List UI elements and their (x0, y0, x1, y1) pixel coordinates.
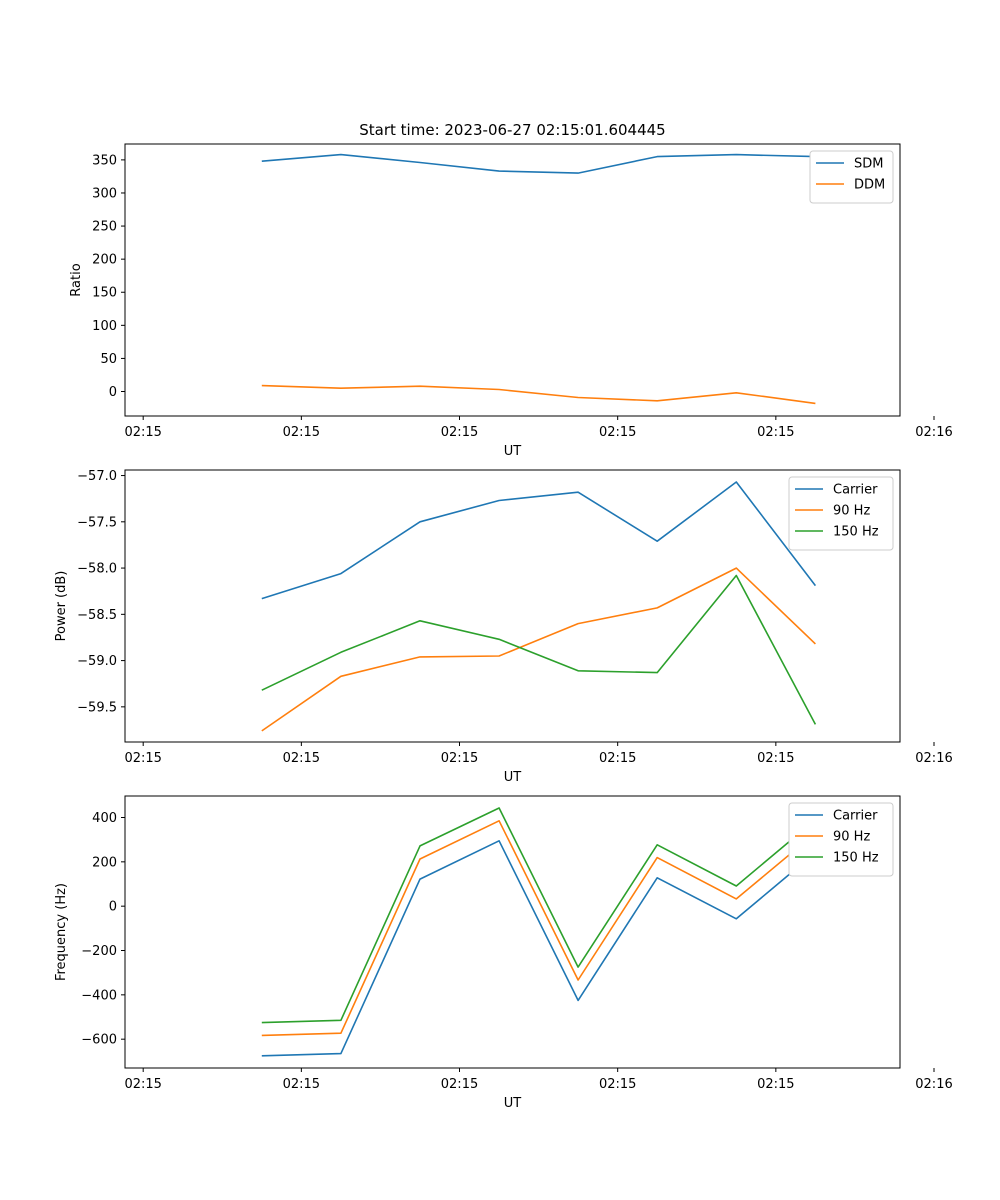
x-tick-label: 02:15 (599, 425, 636, 440)
x-tick-label: 02:15 (124, 751, 161, 766)
y-tick-label: −58.0 (77, 562, 117, 577)
x-axis-label: UT (504, 770, 522, 785)
x-tick-label: 02:16 (915, 1077, 952, 1092)
y-tick-label: 250 (92, 220, 117, 235)
legend-entry: 150 Hz (833, 525, 879, 540)
chart-title: Start time: 2023-06-27 02:15:01.604445 (359, 121, 665, 139)
y-tick-label: 150 (92, 286, 117, 301)
y-tick-label: −58.5 (77, 608, 117, 623)
legend-entry: 150 Hz (833, 851, 879, 866)
x-tick-label: 02:15 (757, 1077, 794, 1092)
y-tick-label: −57.5 (77, 515, 117, 530)
series-line-90-hz (261, 819, 816, 1037)
y-tick-label: 400 (92, 811, 117, 826)
y-tick-label: 50 (100, 352, 117, 367)
x-tick-label: 02:15 (599, 1077, 636, 1092)
plot-frame (124, 469, 901, 743)
x-tick-label: 02:16 (915, 751, 952, 766)
series-line-90-hz (261, 567, 816, 732)
legend-entry: SDM (854, 157, 883, 172)
y-tick-label: −200 (81, 944, 117, 959)
x-tick-label: 02:15 (283, 1077, 320, 1092)
y-tick-label: 0 (109, 385, 117, 400)
y-axis-label: Frequency (Hz) (54, 883, 69, 981)
y-tick-label: −57.0 (77, 469, 117, 484)
legend-box (809, 150, 894, 204)
x-tick-label: 02:15 (599, 751, 636, 766)
x-tick-label: 02:15 (441, 751, 478, 766)
x-tick-label: 02:15 (757, 425, 794, 440)
y-tick-label: 300 (92, 186, 117, 201)
legend: SDM DDM (809, 150, 894, 204)
legend-entry: 90 Hz (833, 830, 870, 845)
x-axis-label: UT (504, 444, 522, 459)
x-tick-label: 02:15 (757, 751, 794, 766)
series-line-carrier (261, 481, 817, 600)
x-tick-label: 02:16 (915, 425, 952, 440)
y-axis-label: Ratio (69, 263, 84, 296)
series-line-sdm (261, 153, 816, 174)
chart-panel-2: 02:15 02:15 02:15 02:15 02:15 02:16 −59.5 −59.0… (54, 469, 953, 785)
y-tick-label: 200 (92, 253, 117, 268)
series-line-carrier (261, 839, 816, 1057)
y-tick-label: −400 (81, 988, 117, 1003)
x-axis-label: UT (504, 1096, 522, 1111)
legend: Carrier 90 Hz 150 Hz (788, 476, 894, 551)
y-tick-label: −600 (81, 1033, 117, 1048)
series-line-150-hz (261, 574, 817, 725)
plot-frame (124, 795, 901, 1069)
y-tick-label: 350 (92, 153, 117, 168)
x-tick-label: 02:15 (283, 425, 320, 440)
legend-entry: 90 Hz (833, 504, 870, 519)
chart-panel-3: 02:15 02:15 02:15 02:15 02:15 02:16 −600 −400 −2… (54, 795, 953, 1111)
y-axis-label: Power (dB) (54, 571, 69, 642)
series-line-ddm (261, 384, 816, 405)
legend-entry: Carrier (833, 483, 878, 498)
y-tick-label: 200 (92, 855, 117, 870)
y-tick-label: 0 (109, 900, 117, 915)
legend: Carrier 90 Hz 150 Hz (788, 802, 894, 877)
legend-entry: Carrier (833, 809, 878, 824)
legend-entry: DDM (854, 178, 885, 193)
x-tick-label: 02:15 (283, 751, 320, 766)
y-tick-label: −59.5 (77, 700, 117, 715)
plot-frame (124, 143, 901, 417)
x-tick-label: 02:15 (441, 425, 478, 440)
y-tick-label: −59.0 (77, 654, 117, 669)
x-tick-label: 02:15 (124, 425, 161, 440)
x-tick-label: 02:15 (441, 1077, 478, 1092)
x-tick-label: 02:15 (124, 1077, 161, 1092)
series-line-150-hz (261, 807, 816, 1024)
chart-panel-1: Start time: 2023-06-27 02:15:01.60444502… (69, 121, 953, 459)
y-tick-label: 100 (92, 319, 117, 334)
